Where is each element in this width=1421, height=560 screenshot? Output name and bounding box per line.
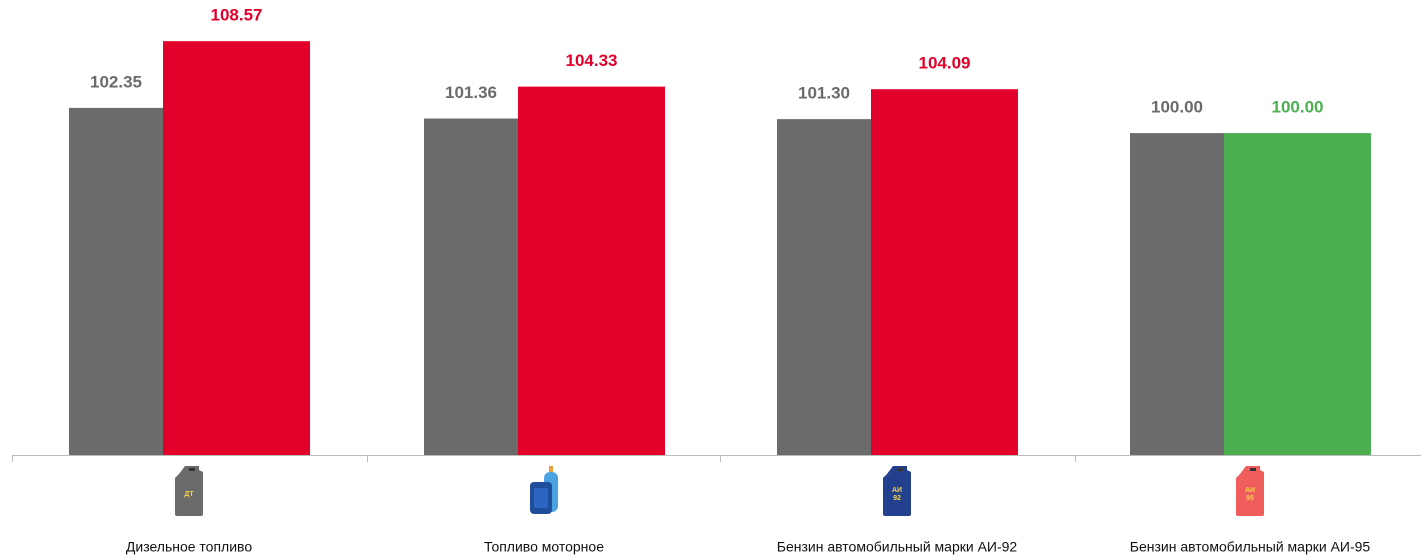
x-tick-label: Топливо моторное xyxy=(484,539,604,555)
icon: ДТ xyxy=(175,466,203,516)
bar xyxy=(163,41,310,456)
value-label: 104.33 xyxy=(566,51,618,70)
icon-label: 95 xyxy=(1246,495,1254,502)
bar xyxy=(69,107,163,456)
x-tick-label: Бензин автомобильный марки АИ-92 xyxy=(777,539,1018,555)
x-tick-label: Дизельное топливо xyxy=(126,539,252,555)
bar xyxy=(1224,133,1371,455)
value-label: 100.00 xyxy=(1272,98,1324,117)
value-label: 101.36 xyxy=(445,83,497,102)
value-label: 100.00 xyxy=(1151,98,1203,117)
bar xyxy=(871,89,1018,456)
icon-shape xyxy=(1250,468,1256,471)
bar xyxy=(518,86,665,455)
icon-shape xyxy=(534,488,548,508)
icon-shape xyxy=(897,468,903,471)
value-label: 102.35 xyxy=(90,72,142,91)
icon-label: АИ xyxy=(892,487,902,494)
icon-shape xyxy=(549,466,553,472)
icon-shape xyxy=(175,466,203,516)
icon-shape xyxy=(189,468,195,471)
icon-label: ДТ xyxy=(184,491,194,498)
icon-label: АИ xyxy=(1245,487,1255,494)
value-label: 108.57 xyxy=(211,6,263,25)
icon xyxy=(530,466,558,514)
icon-shape xyxy=(883,466,911,516)
x-tick-label: Бензин автомобильный марки АИ-95 xyxy=(1130,539,1371,555)
value-label: 101.30 xyxy=(798,84,850,103)
bar xyxy=(777,119,871,455)
icon-shape xyxy=(1236,466,1264,516)
icon-label: 92 xyxy=(893,495,901,502)
bar xyxy=(1130,133,1224,455)
value-label: 104.09 xyxy=(919,54,971,73)
bar xyxy=(424,118,518,455)
